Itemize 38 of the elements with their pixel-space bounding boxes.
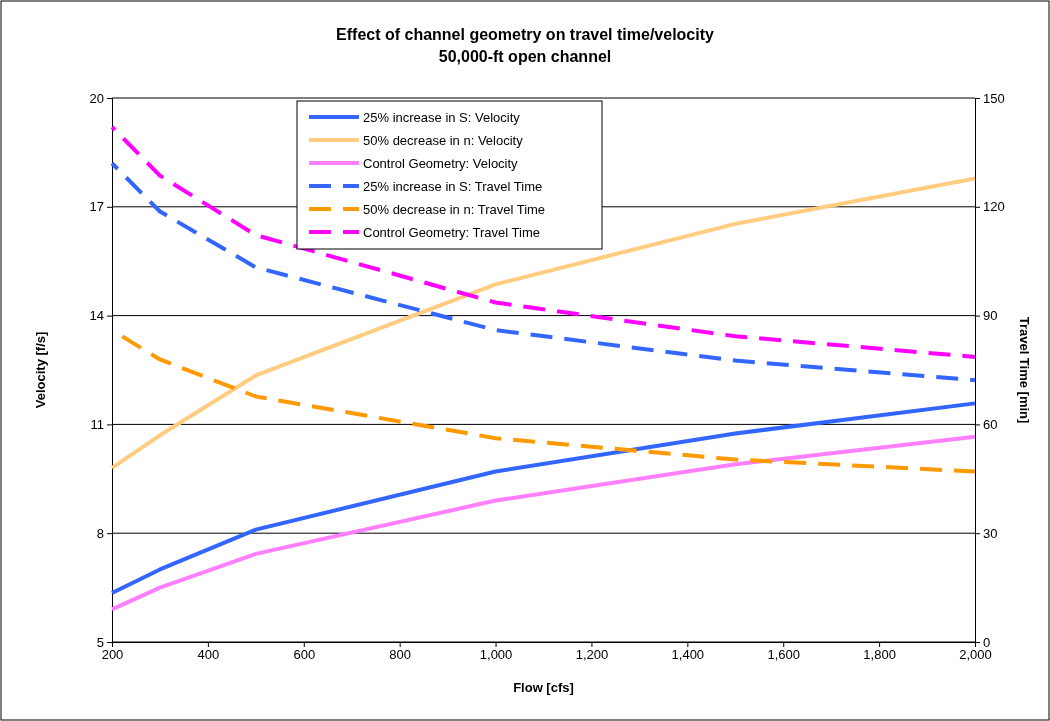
line-series xyxy=(110,161,977,383)
line-series xyxy=(110,401,977,596)
x-axis-title: Flow [cfs] xyxy=(513,680,574,695)
line-series xyxy=(110,434,977,612)
legend-label: 25% increase in S: Velocity xyxy=(363,110,521,125)
x-tick-label: 1,000 xyxy=(479,647,513,663)
y2-tick-label: 30 xyxy=(983,525,998,541)
y2-tick-label: 120 xyxy=(983,199,1005,215)
y2-tick-label: 90 xyxy=(983,308,998,324)
x-tick-label: 600 xyxy=(293,647,316,663)
y-axis-title: Velocity [f/s] xyxy=(33,331,48,409)
y-tick-label: 14 xyxy=(89,308,104,324)
legend-label: Control Geometry: Travel Time xyxy=(363,225,540,240)
chart-subtitle: 50,000-ft open channel xyxy=(438,48,612,65)
y2-axis-title: Travel Time [min] xyxy=(1017,316,1032,424)
x-tick-label: 1,200 xyxy=(575,647,609,663)
x-tick-label: 1,600 xyxy=(767,647,800,663)
y-tick-label: 20 xyxy=(89,90,104,106)
x-tick-label: 2,000 xyxy=(959,647,992,663)
legend-label: Control Geometry: Velocity xyxy=(363,156,519,171)
x-tick-label: 1,400 xyxy=(671,647,705,663)
y2-tick-label: 150 xyxy=(983,90,1005,106)
chart-title: Effect of channel geometry on travel time/velocity xyxy=(336,26,715,43)
x-tick-label: 1,800 xyxy=(863,647,896,663)
x-tick-label: 800 xyxy=(389,647,412,663)
y2-tick-label: 60 xyxy=(983,417,998,433)
line-series xyxy=(110,125,977,359)
legend-label: 50% decrease in n: Velocity xyxy=(363,133,524,148)
y-tick-label: 17 xyxy=(89,199,104,215)
y-tick-label: 11 xyxy=(90,417,104,433)
y-tick-label: 5 xyxy=(96,634,104,650)
x-tick-label: 200 xyxy=(101,647,124,663)
line-series xyxy=(110,176,977,470)
y2-tick-label: 0 xyxy=(983,634,991,650)
y-tick-label: 8 xyxy=(96,525,104,541)
x-tick-label: 400 xyxy=(197,647,220,663)
legend-label: 25% increase in S: Travel Time xyxy=(363,179,543,194)
legend-label: 50% decrease in n: Travel Time xyxy=(363,202,546,217)
